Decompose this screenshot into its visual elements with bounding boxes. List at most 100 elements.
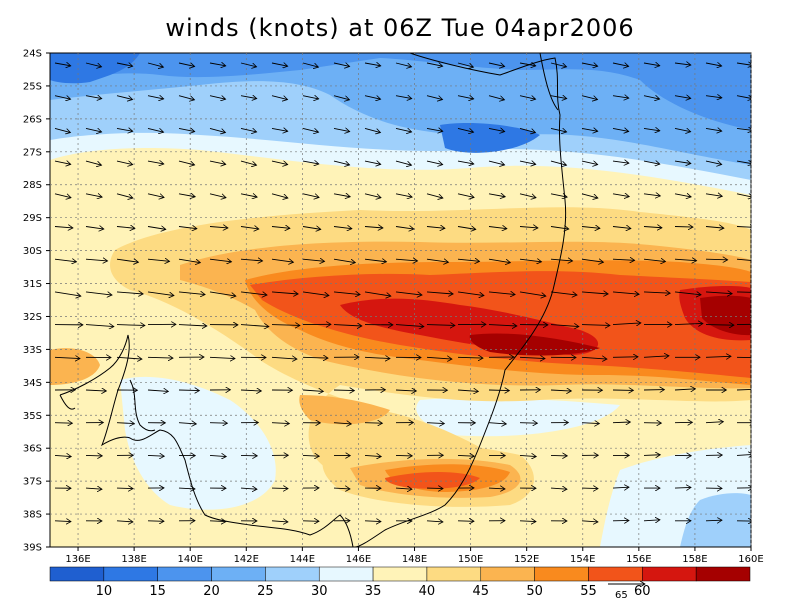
wind-arrow bbox=[54, 357, 80, 358]
lat-tick-label: 35S bbox=[23, 411, 42, 422]
wind-arrow bbox=[581, 521, 598, 522]
wind-arrow bbox=[736, 356, 751, 359]
wind-arrow bbox=[333, 325, 362, 326]
wind-arrow bbox=[488, 390, 509, 391]
wind-arrow bbox=[612, 194, 629, 197]
wind-arrow bbox=[550, 488, 567, 489]
wind-arrow bbox=[705, 520, 722, 521]
wind-arrow bbox=[612, 96, 629, 98]
wind-arrow bbox=[457, 291, 484, 296]
wind-arrow bbox=[519, 127, 535, 132]
wind-arrow bbox=[271, 259, 293, 262]
lon-tick-label: 156E bbox=[626, 554, 651, 565]
wind-arrow bbox=[364, 521, 381, 522]
wind-arrow bbox=[581, 227, 600, 229]
wind-arrow bbox=[488, 423, 506, 424]
wind-arrow bbox=[364, 63, 381, 66]
wind-arrow bbox=[457, 193, 474, 198]
wind-arrow bbox=[674, 227, 693, 228]
wind-arrow bbox=[209, 193, 226, 198]
wind-arrow bbox=[643, 356, 669, 358]
wind-arrow bbox=[147, 62, 163, 67]
wind-arrow bbox=[116, 259, 138, 262]
wind-arrow bbox=[209, 521, 226, 522]
wind-arrow bbox=[302, 96, 319, 99]
colorbar-swatch bbox=[265, 566, 320, 582]
colorbar-label: 25 bbox=[257, 584, 274, 599]
wind-arrow bbox=[178, 95, 194, 100]
wind-arrow bbox=[612, 292, 639, 294]
coastline bbox=[59, 53, 567, 547]
wind-arrow bbox=[302, 455, 319, 456]
wind-arrow bbox=[674, 389, 695, 390]
lon-tick-label: 154E bbox=[570, 554, 595, 565]
wind-arrow bbox=[674, 194, 691, 197]
wind-arrow bbox=[85, 259, 108, 261]
wind-arrow bbox=[85, 325, 114, 327]
wind-arrow bbox=[705, 63, 722, 66]
wind-arrow bbox=[333, 194, 350, 197]
wind-arrow bbox=[674, 292, 701, 295]
wind-arrow bbox=[116, 193, 133, 198]
colorbar-label: 15 bbox=[149, 584, 166, 599]
wind-arrow bbox=[643, 227, 662, 228]
wind-arrow bbox=[333, 423, 351, 424]
wind-arrow bbox=[519, 161, 536, 164]
wind-arrow bbox=[550, 128, 567, 131]
wind-arrow bbox=[54, 96, 71, 99]
colorbar-swatch bbox=[318, 566, 374, 582]
wind-arrow bbox=[736, 227, 751, 228]
wind-arrow bbox=[54, 161, 71, 164]
lat-tick-label: 38S bbox=[23, 510, 42, 521]
wind-arrow bbox=[178, 160, 195, 165]
wind-arrow bbox=[364, 161, 381, 164]
wind-arrow bbox=[519, 259, 541, 262]
lat-tick-label: 25S bbox=[23, 81, 42, 92]
wind-arrow bbox=[271, 227, 290, 229]
wind-arrow bbox=[705, 227, 724, 229]
wind-arrow bbox=[426, 521, 443, 522]
wind-arrow bbox=[674, 161, 691, 163]
colorbar: 10 15 20 25 30 35 40 45 50 55 60 bbox=[49, 566, 751, 599]
wind-arrow bbox=[395, 96, 412, 99]
wind-arrow bbox=[612, 323, 641, 325]
wind-arrow bbox=[209, 227, 228, 228]
wind-arrow bbox=[488, 160, 505, 165]
wind-arrow bbox=[581, 161, 598, 165]
wind-arrow bbox=[519, 291, 546, 296]
gridlines bbox=[50, 53, 752, 547]
wind-arrow bbox=[364, 259, 386, 262]
wind-arrow bbox=[736, 63, 751, 65]
wind-arrow bbox=[240, 488, 257, 489]
wind-arrow bbox=[426, 325, 455, 326]
wind-arrow bbox=[488, 227, 507, 229]
wind-arrow bbox=[240, 128, 257, 131]
wind-arrow bbox=[426, 423, 444, 424]
wind-arrow bbox=[457, 259, 480, 261]
wind-arrow bbox=[612, 63, 629, 66]
wind-arrow bbox=[581, 95, 598, 100]
wind-arrow bbox=[364, 423, 382, 424]
lon-tick-label: 142E bbox=[234, 554, 259, 565]
lat-tick-label: 26S bbox=[23, 114, 42, 125]
wind-arrow bbox=[581, 423, 599, 424]
wind-arrow bbox=[705, 161, 722, 164]
wind-arrow bbox=[426, 95, 443, 100]
lat-tick-label: 27S bbox=[23, 147, 42, 158]
wind-arrow bbox=[643, 128, 660, 130]
wind-arrow bbox=[178, 128, 195, 131]
wind-arrow bbox=[736, 388, 751, 391]
wind-arrow bbox=[643, 63, 660, 66]
wind-arrow bbox=[209, 127, 225, 132]
wind-arrow bbox=[147, 357, 173, 358]
wind-arrow bbox=[271, 161, 288, 165]
wind-arrow bbox=[333, 488, 350, 489]
wind-arrow bbox=[178, 194, 195, 197]
wind-arrow bbox=[581, 292, 608, 294]
wind-arrow bbox=[395, 128, 412, 131]
wind-arrow bbox=[271, 95, 288, 100]
wind-arrow bbox=[364, 193, 381, 198]
colorbar-label: 35 bbox=[365, 584, 382, 599]
wind-arrow bbox=[147, 193, 164, 198]
wind-arrow bbox=[271, 128, 288, 131]
